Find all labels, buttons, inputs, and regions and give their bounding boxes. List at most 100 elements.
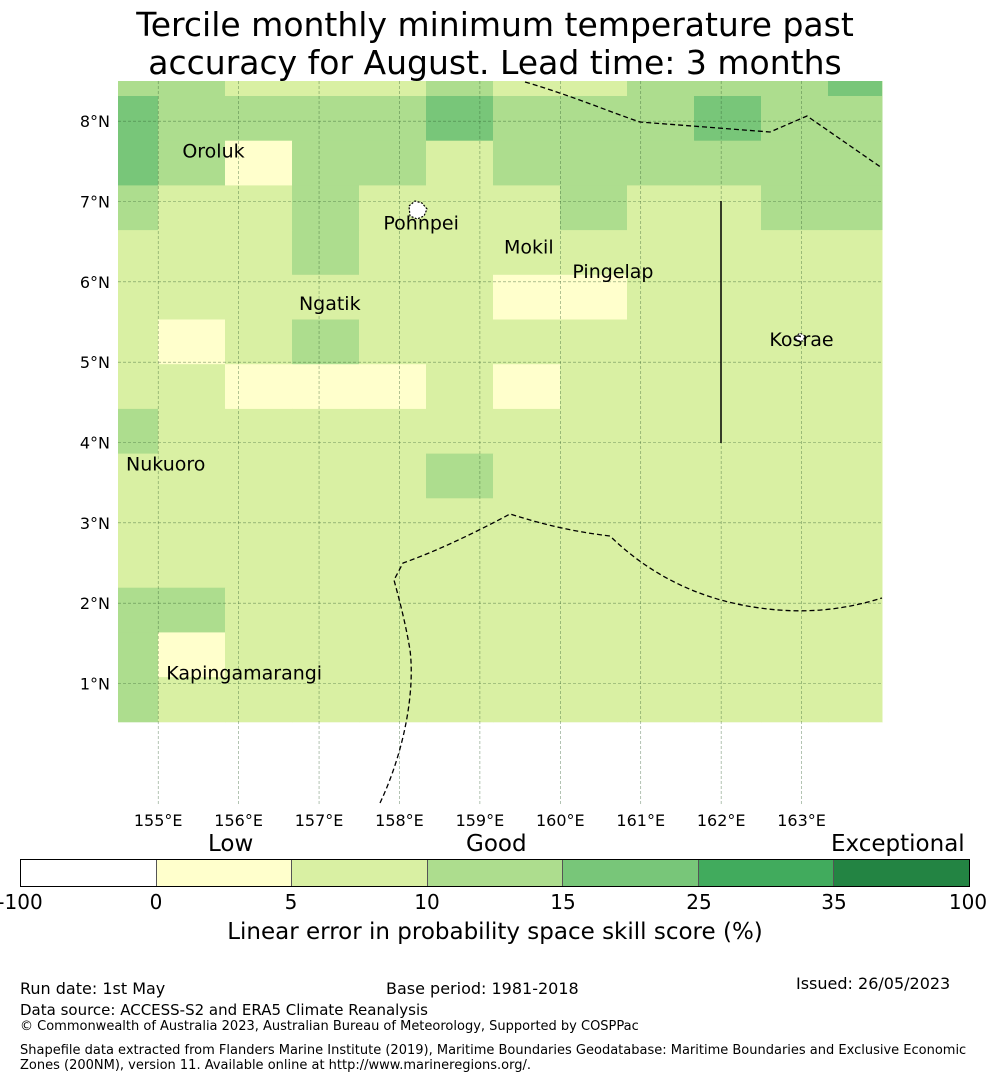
skill-grid bbox=[118, 81, 883, 723]
colorbar-tick: 25 bbox=[686, 890, 712, 914]
colorbar-tick: 35 bbox=[821, 890, 847, 914]
skill-cell bbox=[694, 587, 762, 633]
skill-cell bbox=[828, 632, 883, 678]
issued-date: Issued: 26/05/2023 bbox=[796, 974, 951, 993]
skill-cell bbox=[828, 96, 883, 142]
skill-cell bbox=[694, 185, 762, 231]
skill-cell bbox=[225, 364, 293, 410]
skill-cell bbox=[158, 408, 226, 455]
skill-cell bbox=[761, 140, 829, 186]
skill-cell bbox=[828, 587, 883, 633]
graticule bbox=[118, 81, 882, 804]
skill-cell bbox=[627, 319, 695, 365]
skill-cell bbox=[493, 498, 561, 544]
skill-cell bbox=[694, 230, 762, 276]
skill-cell bbox=[882, 81, 883, 97]
kosrae-island bbox=[794, 332, 806, 342]
place-label: Pohnpei bbox=[383, 213, 459, 235]
skill-cell bbox=[118, 81, 159, 97]
skill-cell bbox=[118, 453, 159, 499]
skill-cell bbox=[627, 632, 695, 678]
skill-cell bbox=[493, 230, 561, 276]
skill-cell bbox=[882, 408, 883, 455]
skill-cell bbox=[158, 677, 226, 723]
skill-cell bbox=[359, 364, 427, 410]
lat-tick-label: 2°N bbox=[80, 594, 110, 613]
skill-cell bbox=[627, 81, 695, 97]
lat-tick-label: 1°N bbox=[80, 675, 110, 694]
skill-cell bbox=[761, 408, 829, 455]
skill-cell bbox=[560, 230, 628, 276]
skill-cell bbox=[426, 319, 494, 365]
skill-cell bbox=[426, 185, 494, 231]
skill-cell bbox=[225, 498, 293, 544]
skill-cell bbox=[694, 140, 762, 186]
skill-cell bbox=[359, 587, 427, 633]
data-source: Data source: ACCESS-S2 and ERA5 Climate … bbox=[20, 1001, 428, 1019]
lon-tick-label: 158°E bbox=[375, 811, 424, 830]
colorbar-tick: 100 bbox=[948, 890, 988, 914]
skill-cell bbox=[292, 274, 360, 320]
skill-cell bbox=[828, 230, 883, 276]
lat-tick-label: 8°N bbox=[80, 112, 110, 131]
skill-cell bbox=[828, 319, 883, 365]
lon-tick-label: 161°E bbox=[616, 811, 665, 830]
skill-cell bbox=[560, 96, 628, 142]
eez-boundaries bbox=[379, 81, 883, 804]
skill-cell bbox=[828, 498, 883, 544]
skill-cell bbox=[882, 543, 883, 589]
skill-cell bbox=[158, 140, 226, 186]
skill-cell bbox=[158, 587, 226, 633]
skill-cell bbox=[292, 364, 360, 410]
skill-cell bbox=[118, 140, 159, 186]
skill-cell bbox=[560, 319, 628, 365]
skill-cell bbox=[426, 587, 494, 633]
skill-cell bbox=[882, 185, 883, 231]
place-label: Kosrae bbox=[769, 329, 833, 351]
skill-cell bbox=[359, 81, 427, 97]
skill-cell bbox=[560, 274, 628, 320]
skill-cell bbox=[118, 230, 159, 276]
skill-cell bbox=[560, 543, 628, 589]
skill-cell bbox=[882, 453, 883, 499]
skill-cell bbox=[694, 677, 762, 723]
skill-cell bbox=[158, 274, 226, 320]
skill-cell bbox=[118, 677, 159, 723]
skill-cell bbox=[493, 319, 561, 365]
skill-cell bbox=[627, 677, 695, 723]
skill-map: Oroluk Pohnpei Mokil Pingelap Ngatik Kosrae Nu… bbox=[80, 81, 883, 830]
colorbar-category-low: Low bbox=[208, 831, 254, 857]
skill-cell bbox=[882, 319, 883, 365]
skill-cell bbox=[359, 408, 427, 455]
colorbar-category-good: Good bbox=[466, 831, 527, 857]
skill-cell bbox=[828, 408, 883, 455]
lon-tick-label: 163°E bbox=[777, 811, 826, 830]
skill-cell bbox=[694, 319, 762, 365]
skill-cell bbox=[761, 81, 829, 97]
lat-tick-label: 3°N bbox=[80, 514, 110, 533]
shapefile-credit: Shapefile data extracted from Flanders M… bbox=[20, 1043, 967, 1073]
eez-boundary-north bbox=[524, 81, 883, 169]
skill-cell bbox=[292, 185, 360, 231]
place-label: Ngatik bbox=[299, 293, 361, 315]
skill-cell bbox=[560, 364, 628, 410]
skill-cell bbox=[761, 498, 829, 544]
skill-cell bbox=[627, 498, 695, 544]
axis-ticks: 155°E 156°E 157°E 158°E 159°E 160°E 161°E 162°E… bbox=[80, 112, 826, 830]
skill-cell bbox=[292, 230, 360, 276]
base-period: Base period: 1981-2018 bbox=[386, 979, 579, 998]
colorbar-segment bbox=[834, 860, 970, 886]
run-date: Run date: 1st May bbox=[20, 979, 166, 998]
skill-cell bbox=[225, 140, 293, 186]
skill-cell bbox=[761, 632, 829, 678]
skill-cell bbox=[225, 632, 293, 678]
skill-cell bbox=[118, 543, 159, 589]
skill-cell bbox=[158, 96, 226, 142]
colorbar-tick: -100 bbox=[0, 890, 43, 914]
skill-cell bbox=[694, 632, 762, 678]
skill-cell bbox=[426, 453, 494, 499]
lat-tick-label: 7°N bbox=[80, 193, 110, 212]
skill-cell bbox=[292, 632, 360, 678]
skill-cell bbox=[158, 185, 226, 231]
skill-cell bbox=[225, 453, 293, 499]
